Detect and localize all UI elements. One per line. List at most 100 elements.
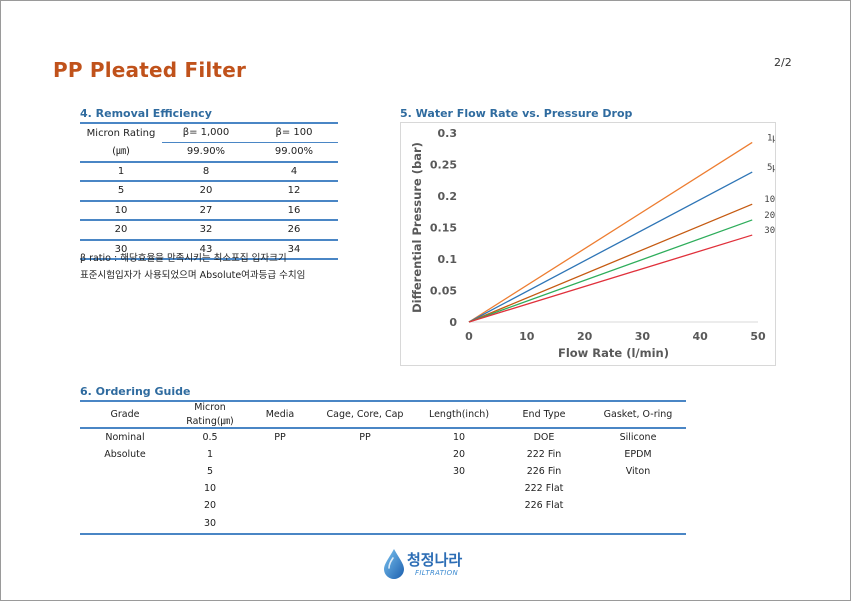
- grade-cell: Nominal: [105, 432, 145, 443]
- beta-100-cell: 26: [250, 219, 338, 240]
- end-type-cell: 222 Fin: [526, 449, 562, 460]
- y-tick-label: 0.15: [430, 222, 457, 235]
- table-row: 1 8 4: [80, 160, 338, 181]
- grade-cell: Absolute: [104, 449, 146, 460]
- micron-cell: 30: [80, 238, 162, 260]
- micron-cell: 5: [80, 180, 162, 201]
- ordering-guide-table: Grade Micron Rating(㎛) Media Cage, Core,…: [80, 400, 686, 535]
- y-tick-label: 0: [449, 316, 457, 329]
- gasket-cell: [590, 514, 686, 535]
- gasket-cell: [590, 480, 686, 497]
- media-cell: [250, 497, 310, 514]
- series-label: 5㎛: [767, 163, 775, 173]
- x-tick-label: 10: [519, 330, 535, 343]
- media-cell: [250, 463, 310, 480]
- cage-cell: [310, 480, 420, 497]
- beta-100-cell: 4: [250, 160, 338, 181]
- media-cell: [250, 514, 310, 535]
- y-tick-label: 0.25: [430, 159, 457, 172]
- micron-cell: 10: [203, 483, 217, 494]
- beta-ratio-note-line2: 표준시험입자가 사용되었으며 Absolute여과등급 수치임: [80, 270, 306, 281]
- x-tick-label: 30: [635, 330, 651, 343]
- length-cell: [420, 480, 498, 497]
- media-cell: [250, 480, 310, 497]
- length-header: Length(inch): [420, 400, 498, 429]
- x-tick-label: 20: [577, 330, 593, 343]
- y-axis-title: Differential Pressure (bar): [410, 142, 424, 313]
- length-cell: 20: [452, 449, 466, 460]
- y-tick-label: 0.2: [438, 190, 458, 203]
- y-tick-label: 0.3: [438, 127, 458, 140]
- micron-cell: 1: [206, 449, 214, 460]
- gasket-cell: Silicone: [619, 432, 657, 443]
- table-row: 10 27 16: [80, 199, 338, 220]
- end-type-cell: 226 Fin: [526, 466, 562, 477]
- y-tick-label: 0.1: [438, 253, 458, 266]
- flow-pressure-chart: 0 0.05 0.1 0.15 0.2 0.25 0.3 0 10 20 30 40 50 Flow Ra…: [400, 122, 776, 366]
- grade-header: Grade: [80, 400, 170, 429]
- micron-cell: 5: [206, 466, 214, 477]
- micron-cell: 20: [203, 500, 217, 511]
- cage-cell: PP: [359, 432, 371, 443]
- table-row: 5 20 12: [80, 180, 338, 201]
- micron-rating-header: Micron Rating(㎛): [170, 400, 250, 429]
- water-drop-icon: [384, 549, 404, 579]
- series-line: [468, 171, 753, 323]
- length-cell: [420, 497, 498, 514]
- x-axis-title: Flow Rate (l/min): [558, 346, 669, 360]
- end-type-cell: 226 Flat: [524, 500, 564, 511]
- table-row: 30: [80, 514, 686, 535]
- y-tick-label: 0.05: [430, 285, 457, 298]
- micron-cell: 10: [80, 199, 162, 220]
- beta-1000-percent: 99.90%: [162, 142, 250, 162]
- gasket-cell: Viton: [625, 466, 651, 477]
- series-label: 20㎛: [764, 211, 775, 221]
- beta-1000-cell: 8: [162, 160, 250, 181]
- beta-100-cell: 16: [250, 199, 338, 220]
- grade-cell: [80, 480, 170, 497]
- micron-cell: 20: [80, 219, 162, 240]
- page-title: PP Pleated Filter: [53, 58, 247, 82]
- series-line: [468, 219, 753, 323]
- end-type-cell: DOE: [533, 432, 555, 443]
- micron-cell: 0.5: [202, 432, 218, 443]
- grade-cell: [80, 463, 170, 480]
- series-label: 1㎛: [767, 133, 775, 143]
- beta-100-cell: 34: [250, 238, 338, 260]
- table-row: Nominal 0.5 PP PP 10 DOE Silicone: [80, 428, 686, 446]
- logo-korean-text: 청정나라: [407, 551, 463, 569]
- flow-chart-heading: 5. Water Flow Rate vs. Pressure Drop: [400, 107, 633, 120]
- grade-cell: [80, 514, 170, 535]
- series-line: [468, 141, 753, 323]
- end-type-cell: [498, 514, 590, 535]
- series-line: [468, 203, 753, 323]
- cage-cell: [310, 497, 420, 514]
- beta-1000-cell: 27: [162, 199, 250, 220]
- table-row: 5 30 226 Fin Viton: [80, 463, 686, 480]
- table-row: Absolute 1 20 222 Fin EPDM: [80, 446, 686, 463]
- flow-pressure-chart-svg: 0 0.05 0.1 0.15 0.2 0.25 0.3 0 10 20 30 40 50 Flow Ra…: [410, 127, 775, 360]
- length-cell: 30: [452, 466, 466, 477]
- beta-1000-cell: 20: [162, 180, 250, 201]
- page-number: 2/2: [774, 56, 792, 69]
- length-cell: [420, 514, 498, 535]
- length-cell: 10: [452, 432, 466, 443]
- beta-1000-header: β= 1,000: [162, 122, 250, 143]
- cage-core-cap-header: Cage, Core, Cap: [310, 400, 420, 429]
- table-row: 10 222 Flat: [80, 480, 686, 497]
- ordering-guide-heading: 6. Ordering Guide: [80, 385, 191, 398]
- series-label: 30㎛: [764, 226, 775, 236]
- micron-rating-header: Micron Rating: [80, 122, 162, 143]
- beta-ratio-note-line1: β ratio : 해당효율을 만족시키는 최소포집 입자크기: [80, 253, 287, 264]
- cage-cell: [310, 514, 420, 535]
- company-logo: 청정나라 FILTRATION: [382, 546, 482, 582]
- table-row: 20 226 Flat: [80, 497, 686, 514]
- micron-cell: 30: [170, 514, 250, 535]
- media-cell: PP: [274, 432, 286, 443]
- table-row: 30 43 34: [80, 238, 338, 260]
- x-tick-label: 0: [465, 330, 473, 343]
- gasket-cell: EPDM: [624, 449, 652, 460]
- beta-100-percent: 99.00%: [250, 142, 338, 162]
- beta-1000-cell: 43: [162, 238, 250, 260]
- beta-100-cell: 12: [250, 180, 338, 201]
